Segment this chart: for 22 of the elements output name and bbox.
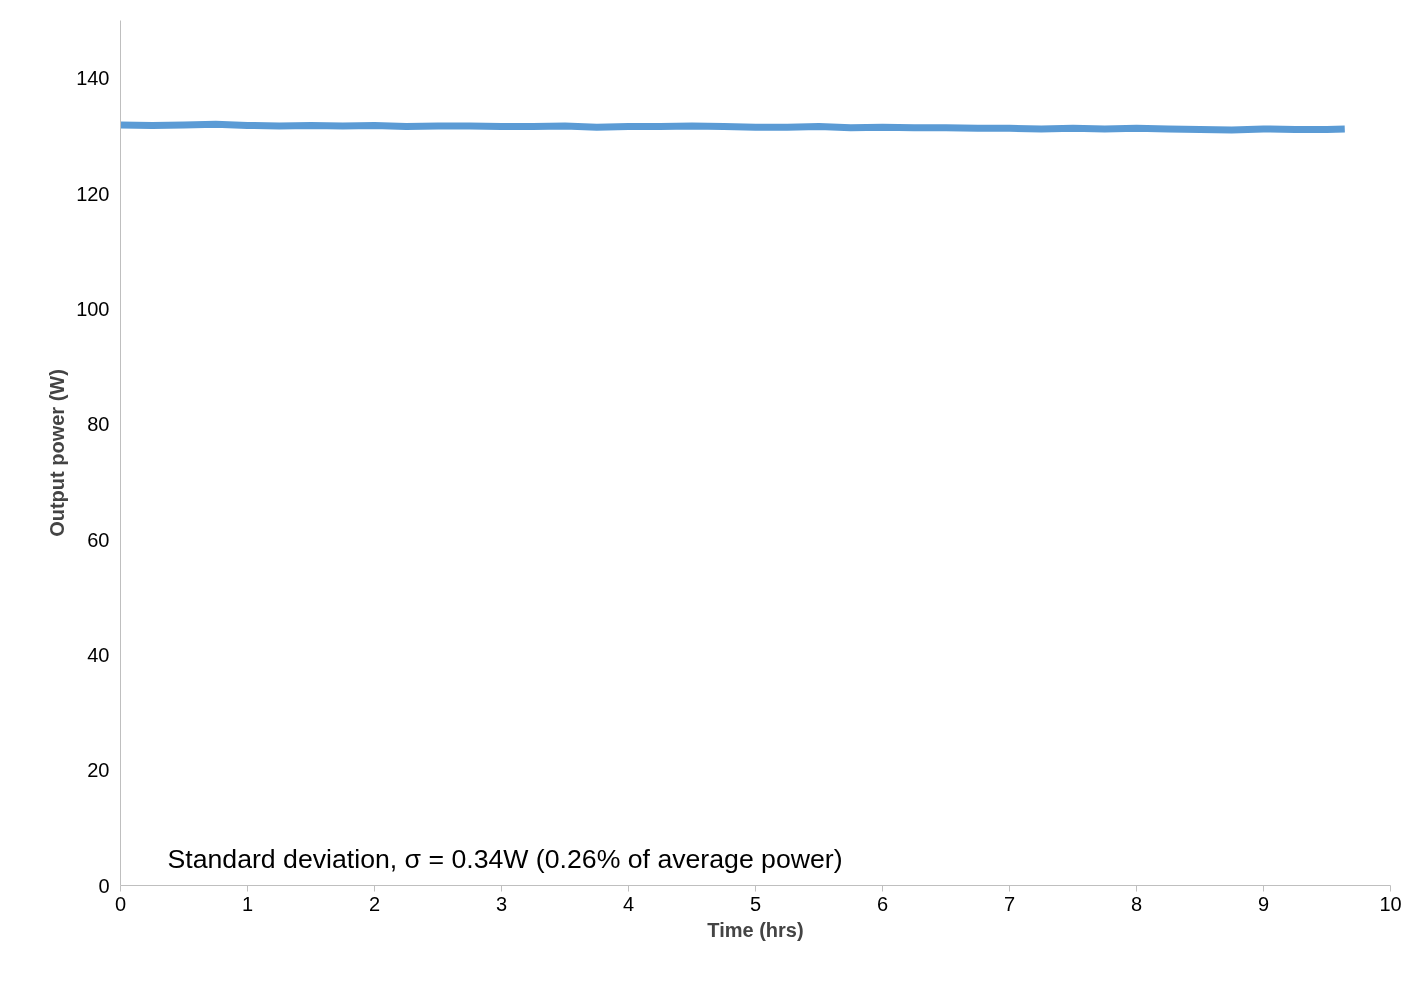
x-tick-label: 3 [495, 892, 508, 915]
x-tick-label: 0 [114, 892, 127, 915]
y-tick-label: 100 [76, 297, 110, 320]
x-tick-label: 10 [1379, 892, 1402, 915]
y-tick-label: 80 [87, 413, 110, 436]
y-axis-title: Output power (W) [46, 369, 69, 537]
x-tick-label: 8 [1130, 892, 1143, 915]
x-axis-title: Time (hrs) [707, 918, 804, 941]
y-tick-label: 120 [76, 182, 110, 205]
x-tick-label: 9 [1257, 892, 1270, 915]
annotation: Standard deviation, σ = 0.34W (0.26% of average power) [167, 843, 843, 874]
x-tick-label: 6 [876, 892, 889, 915]
y-tick-label: 20 [87, 759, 110, 782]
x-tick-label: 5 [749, 892, 762, 915]
x-tick-label: 1 [241, 892, 254, 915]
x-tick-label: 7 [1003, 892, 1016, 915]
y-tick-label: 60 [87, 528, 110, 551]
x-tick-label: 2 [368, 892, 381, 915]
y-tick-label: 0 [98, 874, 110, 897]
y-tick-label: 40 [87, 643, 110, 666]
x-tick-label: 4 [622, 892, 635, 915]
y-tick-label: 140 [76, 67, 110, 90]
